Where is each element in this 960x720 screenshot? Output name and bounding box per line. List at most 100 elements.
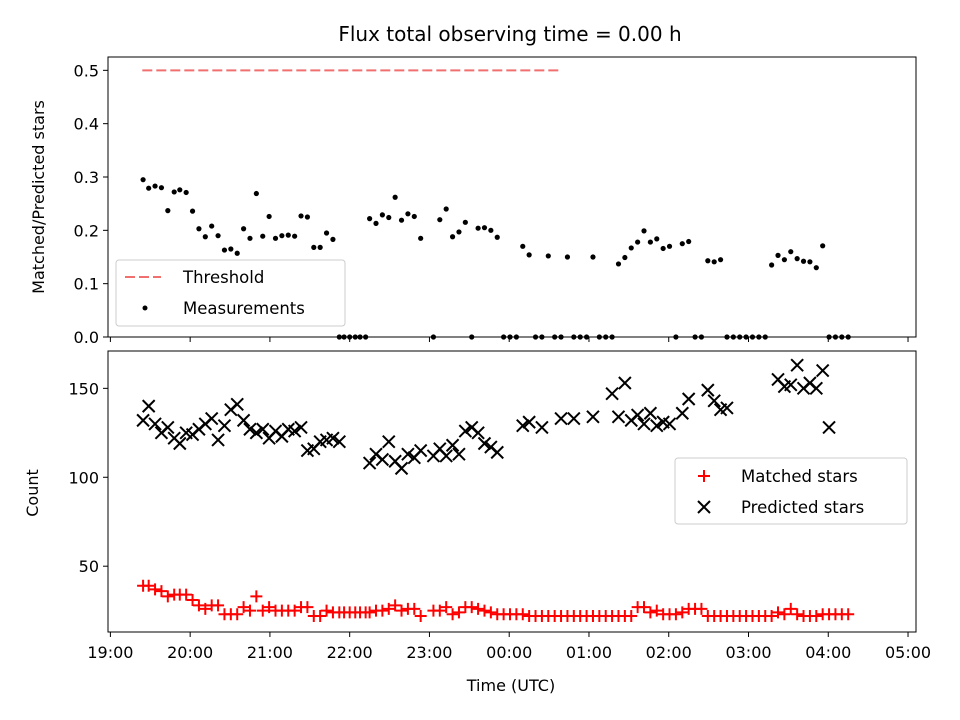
data-point: [294, 420, 308, 435]
data-point: [373, 220, 379, 226]
data-point: [644, 606, 657, 619]
data-point: [418, 235, 424, 241]
data-point: [401, 447, 415, 461]
data-point: [204, 411, 219, 426]
data-point: [822, 420, 836, 435]
data-point: [711, 259, 717, 265]
data-point: [784, 378, 798, 392]
y-tick-label: 0.1: [74, 275, 99, 294]
data-point: [332, 434, 347, 449]
series-measurements: [140, 177, 851, 340]
y-tick-label: 50: [79, 557, 99, 576]
bottom-x-axis: 19:00 20:00 21:00 22:00 23:00 00:00 01:00 02:00…: [87, 632, 931, 662]
data-point: [635, 239, 641, 245]
data-point: [494, 234, 500, 240]
data-point: [330, 236, 336, 242]
data-point: [317, 244, 323, 250]
x-tick-label: 23:00: [406, 643, 452, 662]
data-point: [815, 363, 830, 378]
data-point: [456, 229, 462, 235]
data-point: [488, 227, 494, 233]
y-tick-label: 150: [68, 379, 99, 398]
x-tick-label: 01:00: [566, 643, 612, 662]
data-point: [202, 234, 208, 240]
x-tick-label: 19:00: [87, 643, 133, 662]
data-point: [171, 189, 177, 195]
y-tick: 0.3: [74, 168, 108, 187]
data-point: [266, 213, 272, 220]
data-point: [650, 604, 663, 617]
top-y-axis: 0.0 0.1 0.2 0.3 0.4 0.5: [74, 61, 108, 347]
x-tick-label: 03:00: [725, 643, 771, 662]
data-point: [140, 177, 146, 183]
data-point: [638, 601, 651, 614]
y-tick-label: 0.4: [74, 115, 99, 134]
data-point: [695, 602, 708, 615]
data-point: [520, 243, 526, 249]
data-point: [320, 604, 333, 617]
bottom-legend-box: [674, 457, 908, 525]
data-point: [413, 443, 428, 458]
data-point: [669, 608, 682, 621]
data-point: [212, 599, 225, 612]
data-point: [800, 258, 807, 264]
data-point: [152, 183, 158, 189]
data-point: [221, 247, 228, 253]
data-point: [660, 245, 666, 252]
data-point: [842, 608, 855, 621]
data-point: [781, 257, 787, 263]
data-point: [288, 604, 301, 617]
data-point: [253, 190, 259, 197]
data-point: [478, 604, 491, 617]
x-tick: 04:00: [805, 632, 851, 662]
top-x-axis: [109, 337, 909, 342]
predicted-stars-legend-label: Predicted stars: [741, 498, 864, 517]
data-point: [628, 245, 634, 251]
data-point: [375, 452, 390, 467]
x-tick: 05:00: [885, 632, 931, 662]
data-point: [301, 601, 314, 614]
data-point: [173, 436, 187, 451]
data-point: [564, 254, 571, 260]
data-point: [567, 411, 581, 426]
data-point: [382, 602, 395, 615]
data-point: [260, 233, 266, 239]
data-point: [522, 415, 536, 429]
data-point: [775, 252, 781, 258]
data-point: [217, 418, 232, 433]
data-point: [788, 249, 794, 255]
bottom-axes-frame: [107, 350, 917, 633]
data-point: [810, 609, 823, 622]
y-tick: 0.4: [74, 115, 108, 134]
data-point: [641, 228, 647, 234]
top-panel: Flux total observing time = 0.00 h 0.00.…: [29, 22, 917, 347]
data-point: [481, 225, 488, 231]
data-point: [165, 208, 171, 214]
data-point: [676, 606, 689, 619]
data-point: [394, 461, 409, 476]
data-point: [443, 206, 449, 212]
data-point: [647, 239, 653, 245]
data-point: [236, 413, 251, 428]
y-tick: 100: [68, 468, 108, 487]
data-point: [287, 424, 302, 438]
data-point: [292, 233, 298, 239]
data-point: [279, 233, 285, 239]
data-point: [437, 217, 443, 223]
data-point: [472, 602, 485, 615]
x-tick: 23:00: [406, 632, 452, 662]
data-point: [675, 406, 690, 420]
data-point: [586, 410, 600, 424]
data-point: [256, 422, 270, 436]
x-tick-label: 02:00: [646, 643, 692, 662]
x-tick-label: 21:00: [247, 643, 293, 662]
data-point: [199, 602, 212, 615]
data-point: [452, 447, 466, 461]
data-point: [605, 386, 619, 401]
data-point: [376, 604, 389, 617]
top-legend: Threshold Measurements: [115, 259, 346, 327]
y-tick: 0.0: [74, 328, 108, 347]
data-point: [298, 213, 304, 219]
matched-stars-legend-marker: [698, 470, 710, 482]
data-point: [192, 599, 205, 612]
